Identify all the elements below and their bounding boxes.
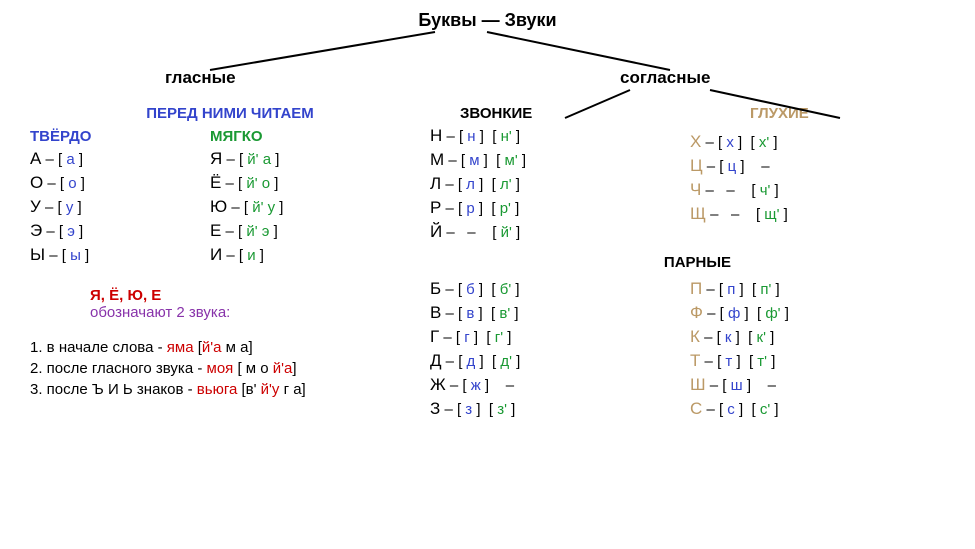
- paired-zvonkie-list: Б – [ б ] [ б' ] В – [ в ] [ в' ] Г – [ г …: [430, 275, 690, 423]
- ex2-prefix: 2. после гласного звука -: [30, 360, 207, 377]
- glukhie-list: Х – [ х ] [ х' ] Ц – [ ц ] – Ч – – [ ч' ] Щ…: [690, 132, 950, 224]
- vowels-header: ПЕРЕД НИМИ ЧИТАЕМ: [30, 105, 430, 122]
- root-title: Буквы — Звуки: [418, 10, 556, 31]
- example-3: 3. после Ъ И Ь знаков - вьюга [в' й'у г …: [30, 381, 430, 398]
- consonant-row: Ж – [ ж ] –: [430, 375, 690, 395]
- soft-vowel-list: Я – [ й' а ] Ё – [ й' о ] Ю – [ й' у ] Е – …: [210, 145, 390, 269]
- ex1-prefix: 1. в начале слова -: [30, 339, 167, 356]
- ex3-tr: [в' й'у г а]: [237, 381, 305, 398]
- consonant-row: Щ – – [ щ' ]: [690, 204, 950, 224]
- consonant-row: Л – [ л ] [ л' ]: [430, 174, 690, 194]
- zvonkie-list: Н – [ н ] [ н' ] М – [ м ] [ м' ] Л – [ л …: [430, 126, 690, 242]
- consonant-row: Й – – [ й' ]: [430, 222, 690, 242]
- ex3-prefix: 3. после Ъ И Ь знаков -: [30, 381, 197, 398]
- consonant-row: Ч – – [ ч' ]: [690, 180, 950, 200]
- consonant-row: Х – [ х ] [ х' ]: [690, 132, 950, 152]
- consonants-column: ЗВОНКИЕ Н – [ н ] [ н' ] М – [ м ] [ м' ]…: [430, 105, 965, 423]
- vowel-row: А – [ а ]: [30, 149, 210, 169]
- consonant-row: К – [ к ] [ к' ]: [690, 327, 950, 347]
- vowel-row: Э – [ э ]: [30, 221, 210, 241]
- vowel-row: И – [ и ]: [210, 245, 390, 265]
- tree-diagram: Буквы — Звуки гласные согласные: [10, 10, 965, 100]
- note-letters: Я, Ё, Ю, Е: [90, 287, 161, 304]
- soft-header: МЯГКО: [210, 128, 390, 145]
- branch-vowels: гласные: [165, 68, 236, 88]
- consonant-row: Р – [ р ] [ р' ]: [430, 198, 690, 218]
- paired-glukhie-list: П – [ п ] [ п' ] Ф – [ ф ] [ ф' ] К – [ к …: [690, 275, 950, 423]
- consonant-row: Д – [ д ] [ д' ]: [430, 351, 690, 371]
- ex2-word: моя: [207, 360, 234, 377]
- vowel-row: Я – [ й' а ]: [210, 149, 390, 169]
- vowel-row: Ё – [ й' о ]: [210, 173, 390, 193]
- vowel-row: Ю – [ й' у ]: [210, 197, 390, 217]
- consonant-row: П – [ п ] [ п' ]: [690, 279, 950, 299]
- example-2: 2. после гласного звука - моя [ м о й'а]: [30, 360, 430, 377]
- ex1-word: яма: [167, 339, 194, 356]
- examples: 1. в начале слова - яма [й'а м а] 2. пос…: [30, 339, 430, 398]
- consonant-row: В – [ в ] [ в' ]: [430, 303, 690, 323]
- vowels-column: ПЕРЕД НИМИ ЧИТАЕМ ТВЁРДО МЯГКО А – [ а ]…: [10, 105, 430, 423]
- paired-header: ПАРНЫЕ: [430, 254, 965, 271]
- hard-header: ТВЁРДО: [30, 128, 210, 145]
- branch-consonants: согласные: [620, 68, 710, 88]
- content-area: ПЕРЕД НИМИ ЧИТАЕМ ТВЁРДО МЯГКО А – [ а ]…: [10, 105, 965, 423]
- ex3-word: вьюга: [197, 381, 238, 398]
- example-1: 1. в начале слова - яма [й'а м а]: [30, 339, 430, 356]
- consonant-row: М – [ м ] [ м' ]: [430, 150, 690, 170]
- consonant-row: З – [ з ] [ з' ]: [430, 399, 690, 419]
- consonant-row: Ш – [ ш ] –: [690, 375, 950, 395]
- consonant-row: Т – [ т ] [ т' ]: [690, 351, 950, 371]
- consonant-row: Г – [ г ] [ г' ]: [430, 327, 690, 347]
- consonant-row: Ф – [ ф ] [ ф' ]: [690, 303, 950, 323]
- vowel-row: У – [ у ]: [30, 197, 210, 217]
- hard-vowel-list: А – [ а ] О – [ о ] У – [ у ] Э – [ э ] Ы – …: [30, 145, 210, 269]
- note-text: обозначают 2 звука:: [90, 304, 430, 321]
- ex1-tr: [й'а м а]: [194, 339, 253, 356]
- consonant-row: Н – [ н ] [ н' ]: [430, 126, 690, 146]
- vowel-note: Я, Ё, Ю, Е обозначают 2 звука:: [90, 287, 430, 321]
- consonant-row: С – [ с ] [ с' ]: [690, 399, 950, 419]
- vowel-row: О – [ о ]: [30, 173, 210, 193]
- consonant-row: Б – [ б ] [ б' ]: [430, 279, 690, 299]
- zvonkie-header: ЗВОНКИЕ: [460, 105, 690, 122]
- ex2-tr: [ м о й'а]: [233, 360, 296, 377]
- glukhie-header: ГЛУХИЕ: [750, 105, 950, 122]
- vowel-row: Е – [ й' э ]: [210, 221, 390, 241]
- vowel-row: Ы – [ ы ]: [30, 245, 210, 265]
- consonant-row: Ц – [ ц ] –: [690, 156, 950, 176]
